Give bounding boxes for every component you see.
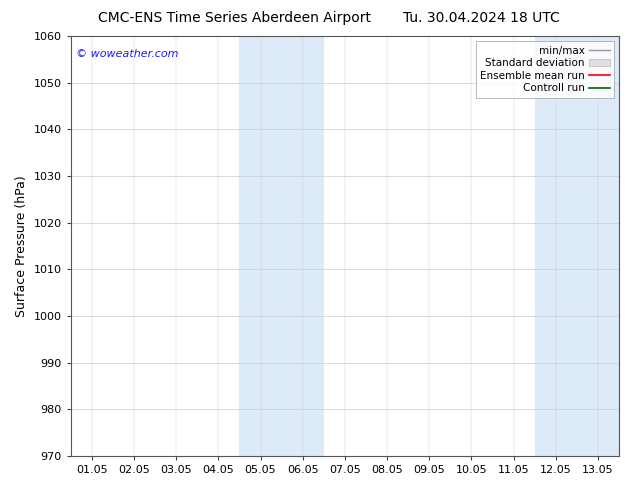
Legend: min/max, Standard deviation, Ensemble mean run, Controll run: min/max, Standard deviation, Ensemble me… (476, 41, 614, 98)
Text: Tu. 30.04.2024 18 UTC: Tu. 30.04.2024 18 UTC (403, 11, 560, 25)
Y-axis label: Surface Pressure (hPa): Surface Pressure (hPa) (15, 175, 28, 317)
Bar (534, 36, 619, 456)
Text: CMC-ENS Time Series Aberdeen Airport: CMC-ENS Time Series Aberdeen Airport (98, 11, 371, 25)
Text: © woweather.com: © woweather.com (76, 49, 179, 59)
Bar (240, 36, 324, 456)
